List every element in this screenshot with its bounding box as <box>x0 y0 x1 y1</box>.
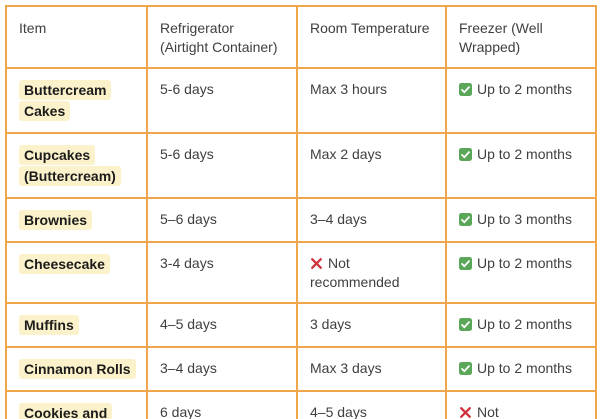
freezer-cell: Not recommended <box>445 390 597 419</box>
cell-text: Up to 3 months <box>477 211 572 227</box>
cell-text: 3–4 days <box>310 211 367 227</box>
cell-text: 5-6 days <box>160 146 214 162</box>
cell-text: Max 2 days <box>310 146 382 162</box>
refrigerator-cell: 5-6 days <box>146 67 298 134</box>
refrigerator-cell: 4–5 days <box>146 302 298 348</box>
freezer-cell: Up to 2 months <box>445 302 597 348</box>
room-temperature-cell: Max 2 days <box>296 132 447 199</box>
item-name-highlight: Cupcakes (Buttercream) <box>19 145 121 186</box>
table-row: Buttercream Cakes 5-6 days Max 3 hours Up t… <box>5 67 597 134</box>
column-header: Freezer (Well Wrapped) <box>445 5 597 69</box>
cell-text: Max 3 days <box>310 360 382 376</box>
item-name-highlight: Brownies <box>19 210 93 230</box>
item-cell: Cheesecake <box>5 241 148 304</box>
cell-text: 5–6 days <box>160 211 217 227</box>
cell-text: Up to 2 months <box>477 146 572 162</box>
cell-text: 6 days <box>160 404 202 419</box>
freezer-cell: Up to 3 months <box>445 197 597 243</box>
cell-text: 4–5 days <box>310 404 367 419</box>
room-temperature-cell: 3–4 days <box>296 197 447 243</box>
item-cell: Cupcakes (Buttercream) <box>5 132 148 199</box>
room-temperature-cell: Max 3 hours <box>296 67 447 134</box>
cell-text: 3–4 days <box>160 360 217 376</box>
cell-text: Up to 2 months <box>477 255 572 271</box>
cell-text: Not recommended <box>477 404 499 419</box>
check-icon <box>459 213 472 226</box>
freezer-cell: Up to 2 months <box>445 132 597 199</box>
cell-text: Max 3 hours <box>310 81 388 97</box>
refrigerator-cell: 3–4 days <box>146 346 298 392</box>
check-icon <box>459 148 472 161</box>
check-icon <box>459 362 472 375</box>
storage-duration-table: Item Refrigerator (Airtight Container) Roo… <box>5 5 597 419</box>
item-cell: Cookies and biscuits <box>5 390 148 419</box>
refrigerator-cell: 5–6 days <box>146 197 298 243</box>
cell-text: 3-4 days <box>160 255 214 271</box>
item-cell: Brownies <box>5 197 148 243</box>
cell-text: Up to 2 months <box>477 360 572 376</box>
column-header: Refrigerator (Airtight Container) <box>146 5 298 69</box>
freezer-cell: Up to 2 months <box>445 346 597 392</box>
cell-text: 3 days <box>310 316 352 332</box>
column-header: Item <box>5 5 148 69</box>
cell-text: Up to 2 months <box>477 81 572 97</box>
table-row: Cupcakes (Buttercream) 5-6 days Max 2 days… <box>5 132 597 199</box>
cell-text: 4–5 days <box>160 316 217 332</box>
cross-icon <box>311 258 322 269</box>
table-row: Cheesecake 3-4 days Not recommended Up to 2… <box>5 241 597 304</box>
cell-text: Not recommended <box>310 255 400 290</box>
item-name-highlight: Cheesecake <box>19 254 110 274</box>
room-temperature-cell: Max 3 days <box>296 346 447 392</box>
cell-text: Up to 2 months <box>477 316 572 332</box>
refrigerator-cell: 6 days <box>146 390 298 419</box>
item-name-highlight: Buttercream Cakes <box>19 80 112 121</box>
table-row: Cookies and biscuits 6 days 4–5 days Not re… <box>5 390 597 419</box>
room-temperature-cell: Not recommended <box>296 241 447 304</box>
item-cell: Muffins <box>5 302 148 348</box>
item-cell: Buttercream Cakes <box>5 67 148 134</box>
table-row: Muffins 4–5 days 3 days Up to 2 months <box>5 302 597 348</box>
cross-icon <box>460 407 471 418</box>
table-row: Brownies 5–6 days 3–4 days Up to 3 months <box>5 197 597 243</box>
table-row: Cinnamon Rolls 3–4 days Max 3 days Up to 2 … <box>5 346 597 392</box>
item-cell: Cinnamon Rolls <box>5 346 148 392</box>
item-name-highlight: Cinnamon Rolls <box>19 359 136 379</box>
check-icon <box>459 318 472 331</box>
freezer-cell: Up to 2 months <box>445 241 597 304</box>
room-temperature-cell: 4–5 days <box>296 390 447 419</box>
check-icon <box>459 83 472 96</box>
column-header: Room Temperature <box>296 5 447 69</box>
refrigerator-cell: 3-4 days <box>146 241 298 304</box>
refrigerator-cell: 5-6 days <box>146 132 298 199</box>
cell-text: 5-6 days <box>160 81 214 97</box>
item-name-highlight: Cookies and biscuits <box>19 403 113 419</box>
header-row: Item Refrigerator (Airtight Container) Roo… <box>5 5 597 69</box>
freezer-cell: Up to 2 months <box>445 67 597 134</box>
table-body: Buttercream Cakes 5-6 days Max 3 hours Up t… <box>5 67 597 419</box>
room-temperature-cell: 3 days <box>296 302 447 348</box>
check-icon <box>459 257 472 270</box>
item-name-highlight: Muffins <box>19 315 79 335</box>
